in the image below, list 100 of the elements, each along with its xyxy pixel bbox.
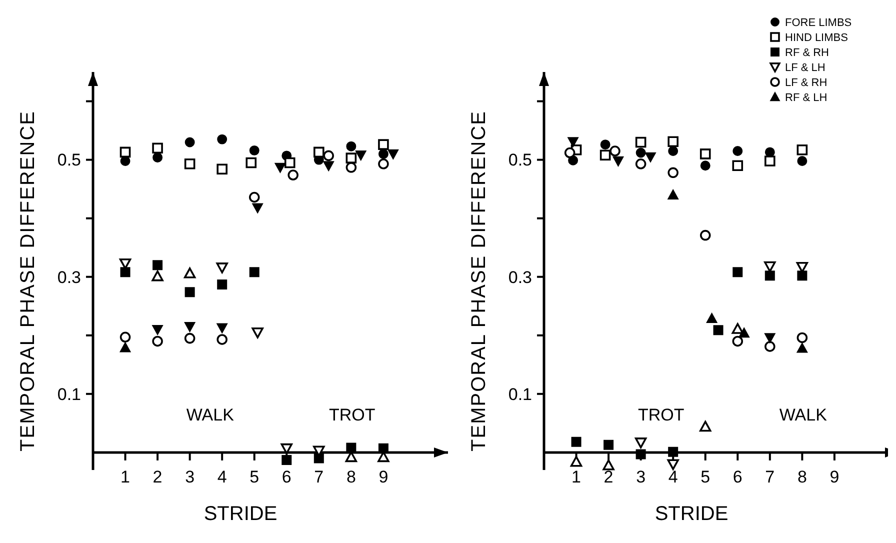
point	[713, 325, 724, 336]
point	[280, 443, 292, 454]
point	[700, 420, 712, 432]
point	[152, 336, 163, 347]
annotation: WALK	[186, 405, 235, 424]
point	[216, 334, 228, 345]
point	[796, 342, 808, 353]
x-tick-label: 5	[250, 467, 260, 486]
point	[184, 287, 195, 298]
y-tick-label: 0.5	[508, 150, 532, 170]
point	[668, 446, 678, 457]
point	[732, 336, 744, 347]
point	[764, 341, 776, 352]
annotation: TROT	[638, 405, 684, 424]
x-tick-label: 2	[604, 467, 614, 486]
point	[216, 262, 228, 274]
point	[184, 158, 196, 170]
point	[732, 146, 743, 156]
point	[346, 162, 357, 173]
point	[732, 160, 744, 172]
x-axis-title: STRIDE	[204, 503, 278, 525]
x-tick-label: 2	[152, 467, 162, 486]
point	[252, 203, 264, 214]
point	[184, 332, 196, 344]
point	[604, 440, 614, 450]
point	[248, 192, 260, 203]
point	[732, 267, 743, 278]
x-tick-label: 6	[282, 467, 292, 486]
point	[568, 137, 578, 148]
point	[634, 438, 647, 448]
point	[355, 150, 366, 161]
point	[612, 156, 624, 166]
x-tick-label: 3	[636, 467, 646, 486]
point	[216, 323, 228, 334]
point	[346, 141, 356, 152]
point	[564, 147, 576, 158]
point	[797, 156, 808, 166]
point	[796, 332, 808, 344]
x-tick-label: 8	[346, 467, 356, 486]
point	[120, 146, 131, 158]
point	[732, 323, 744, 334]
point	[216, 164, 228, 175]
point	[249, 145, 260, 156]
point	[252, 328, 264, 338]
x-tick-label: 1	[120, 467, 130, 486]
point	[274, 162, 286, 173]
point	[764, 333, 776, 344]
point	[184, 322, 196, 332]
point	[388, 149, 399, 160]
x-tick-label: 5	[700, 467, 710, 486]
point	[120, 332, 131, 343]
y-axis-title: TEMPORAL PHASE DIFFERENCE	[17, 110, 39, 452]
x-tick-label: 7	[765, 467, 775, 486]
annotation: WALK	[779, 405, 828, 424]
point	[610, 146, 620, 156]
point	[246, 157, 257, 168]
y-tick-label: 0.1	[508, 384, 532, 404]
point	[378, 139, 389, 150]
point	[152, 324, 163, 335]
point	[635, 136, 646, 148]
point	[249, 267, 260, 278]
y-tick-label: 0.3	[57, 268, 81, 287]
point	[152, 260, 163, 270]
x-tick-label: 7	[314, 467, 324, 486]
legend-label: RF & LH	[785, 92, 828, 104]
point	[184, 137, 195, 148]
x-tick-label: 6	[732, 467, 742, 486]
legend-label: FORE LIMBS	[785, 16, 852, 29]
point	[323, 161, 334, 172]
point	[282, 455, 292, 466]
point	[571, 436, 582, 447]
point	[706, 312, 718, 323]
y-axis-title: TEMPORAL PHASE DIFFERENCE	[468, 110, 490, 452]
point	[764, 156, 776, 166]
legend-label: HIND LIMBS	[785, 32, 848, 44]
y-tick-label: 0.3	[508, 268, 532, 287]
x-axis-title: STRIDE	[654, 503, 728, 525]
point	[346, 442, 356, 453]
point	[314, 146, 324, 158]
point	[314, 453, 324, 464]
point	[152, 142, 163, 154]
point	[797, 270, 808, 281]
point	[602, 459, 614, 470]
point	[636, 148, 646, 158]
annotation: TROT	[329, 405, 376, 424]
point	[668, 167, 678, 178]
x-tick-label: 4	[217, 467, 227, 486]
point	[323, 150, 334, 162]
point	[700, 230, 711, 241]
point	[700, 148, 711, 160]
x-tick-label: 3	[185, 467, 195, 486]
legend-label: LF & LH	[785, 62, 826, 74]
point	[796, 144, 808, 156]
legend-label: LF & RH	[785, 76, 828, 89]
point	[668, 136, 678, 148]
point	[764, 261, 776, 272]
x-tick-label: 1	[572, 467, 582, 486]
x-tick-label: 8	[797, 467, 807, 486]
y-tick-label: 0.1	[57, 384, 81, 404]
point	[184, 267, 196, 278]
